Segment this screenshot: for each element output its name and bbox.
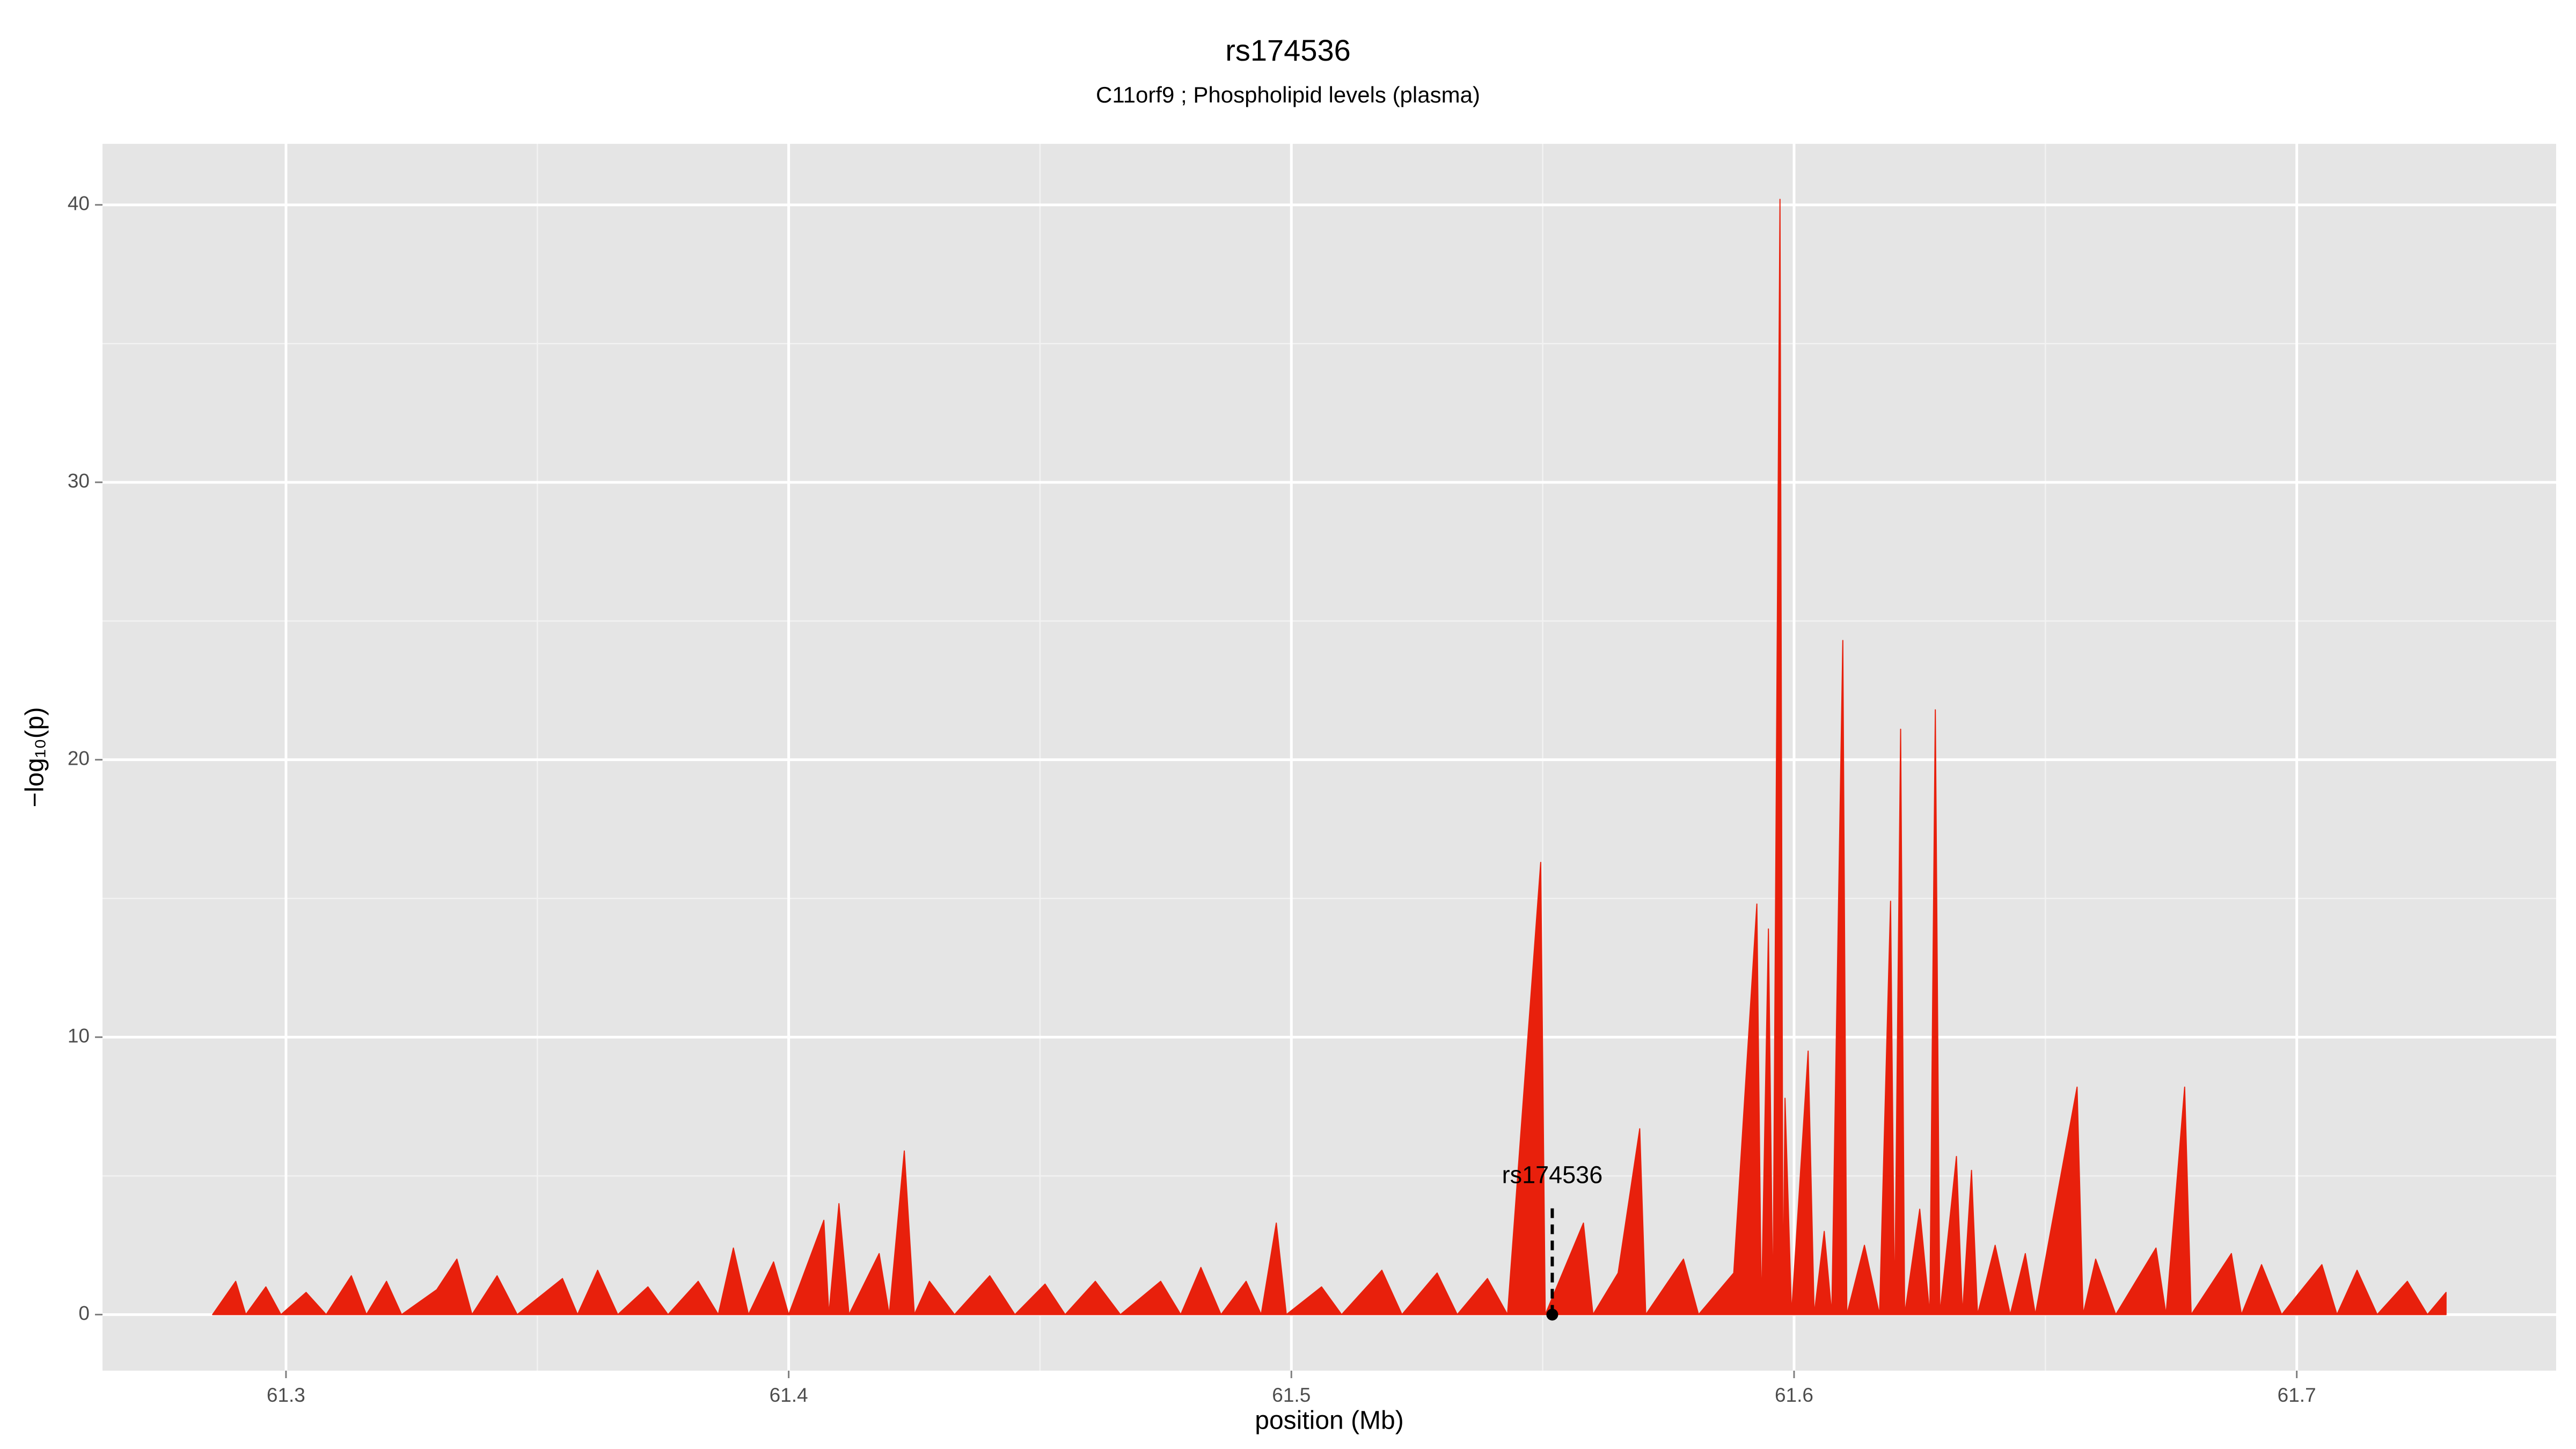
y-tick-label: 40 [68,193,90,215]
plot-panel [103,144,2556,1371]
x-tick-label: 61.7 [2278,1384,2316,1406]
x-axis-label: position (Mb) [1255,1407,1403,1435]
y-tick-label: 20 [68,747,90,769]
y-tick-label: 30 [68,470,90,492]
area [212,199,2447,1315]
chart-title: rs174536 [1225,33,1351,67]
y-tick-label: 0 [78,1302,90,1324]
y-axis-label: −log₁₀(p) [21,707,49,808]
x-tick-label: 61.4 [770,1384,808,1406]
x-tick-label: 61.5 [1272,1384,1311,1406]
marks: rs174536 [212,199,2447,1321]
x-tick-label: 61.3 [267,1384,305,1406]
y-tick-label: 10 [68,1024,90,1046]
annotation-label: rs174536 [1502,1161,1603,1189]
annotation-point [1546,1308,1558,1321]
chart-subtitle: C11orf9 ; Phospholipid levels (plasma) [1096,82,1480,107]
x-tick-label: 61.6 [1775,1384,1813,1406]
